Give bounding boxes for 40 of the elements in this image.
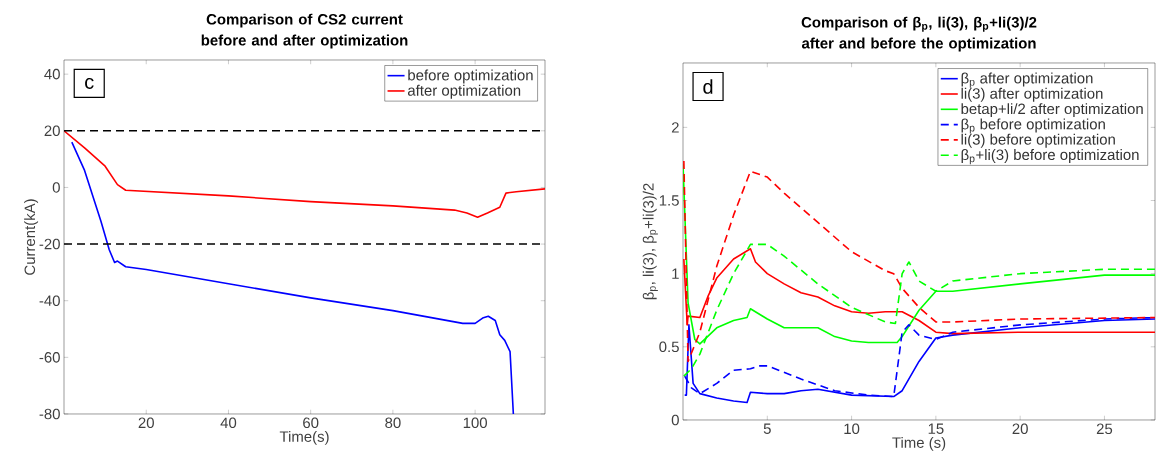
y-tick-label: -20 [39,238,60,250]
y-axis-title: β$_{p}$, li(3), β$_{p}$+li(3)/2 [642,183,658,300]
x-tick-label: 20 [1012,423,1028,435]
x-axis-title: Time(s) [279,430,329,445]
x-tick-label: 20 [138,417,154,429]
legend-label: β$_{p}$ before optimization [961,118,1105,134]
y-tick-label: 20 [44,125,60,137]
y-axis-title: Current(kA) [24,199,39,275]
x-tick-label: 15 [928,423,944,434]
y-tick-label: 0 [52,182,60,193]
legend-label: li(3) after optimization [961,87,1103,102]
x-tick-label: 100 [463,417,487,429]
x-tick-label: 80 [385,417,401,429]
x-tick-label: 25 [1096,423,1113,435]
y-tick-label: 1.5 [659,195,679,206]
legend-label: betap+li/2 after optimization [961,103,1143,118]
legend-label: li(3) before optimization [961,133,1115,148]
legend-label: after optimization [407,84,521,99]
x-tick-label: 60 [303,417,319,429]
y-tick-label: 1 [672,268,679,279]
legend-label: β$_{p}$+li(3) before optimization [961,149,1139,165]
x-tick-label: 10 [844,423,860,435]
x-axis-title: Time (s) [892,436,946,451]
line-series [71,141,515,414]
y-tick-label: -40 [39,295,60,306]
chart-title: Comparison of β$_{p}$, li(3), β$_{p}$+li(3)/2 after and before the optimization [801,16,1037,52]
chart-title: Comparison of CS2 current before and after optimization [201,13,408,49]
y-tick-label: 2 [671,122,679,133]
line-series [64,129,546,218]
x-tick-label: 40 [220,417,237,429]
legend-label: β$_{p}$ after optimization [961,72,1093,88]
y-tick-label: -80 [39,408,60,420]
y-tick-label: 40 [44,68,60,80]
y-tick-label: 0.5 [659,341,679,353]
annotation: d [703,79,713,94]
legend-label: before optimization [408,69,533,84]
x-tick-label: 5 [763,423,771,434]
y-tick-label: -60 [39,352,60,363]
annotation: c [85,77,94,89]
y-tick-label: 0 [671,414,679,426]
